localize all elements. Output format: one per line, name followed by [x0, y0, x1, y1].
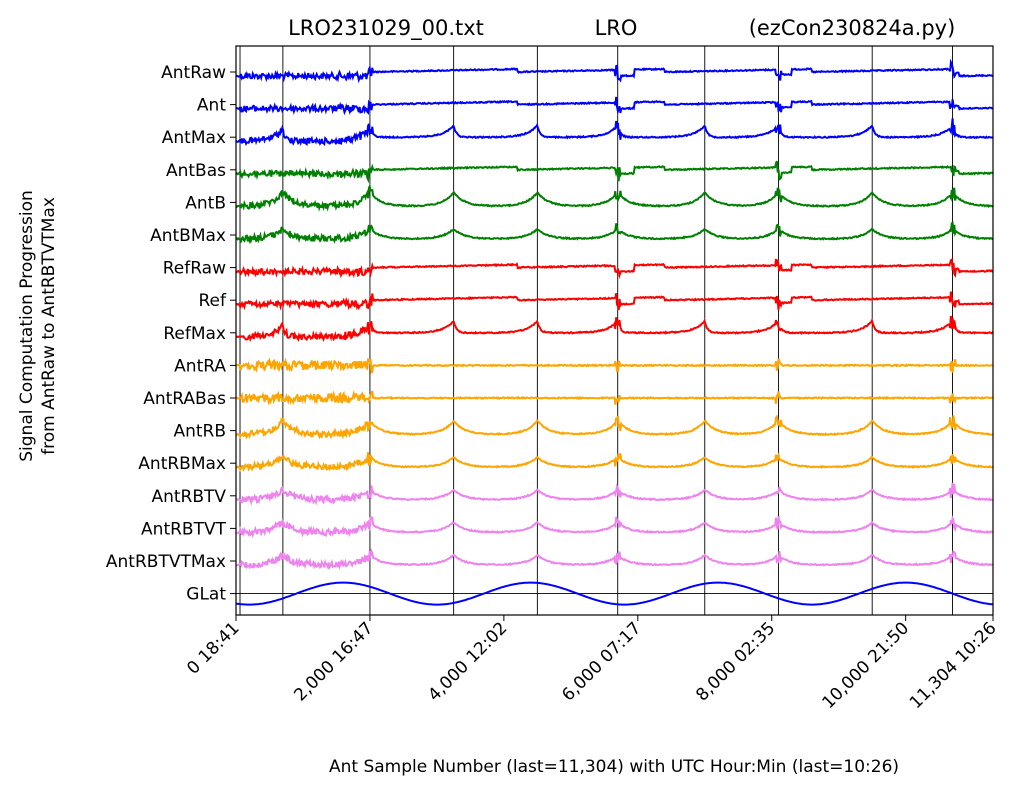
y-tick-label-AntMax: AntMax [162, 128, 226, 148]
series-line-AntRBTV [235, 482, 993, 506]
y-tick-label-RefMax: RefMax [163, 324, 226, 344]
series-line-RefMax [235, 315, 994, 343]
series-line-AntB [235, 183, 994, 212]
series-line-AntRB [235, 414, 994, 440]
y-tick-label-AntBMax: AntBMax [150, 226, 226, 246]
x-tick-label-3: 6,000 07:17 [558, 618, 645, 705]
y-tick-label-AntBas: AntBas [166, 161, 226, 181]
series-line-GLat [235, 581, 994, 606]
y-axis-label-line2: from AntRaw to AntRBTVTMax [39, 197, 59, 455]
chart-title-center: LRO [595, 16, 638, 40]
y-tick-label-RefRaw: RefRaw [163, 259, 226, 279]
series-line-AntRaw [235, 58, 994, 84]
series-line-Ant [235, 96, 994, 116]
series-line-AntRABas [235, 389, 994, 406]
y-tick-label-AntRABas: AntRABas [143, 389, 226, 409]
series-line-AntMax [235, 118, 994, 147]
y-tick-label-AntRBTV: AntRBTV [151, 487, 226, 507]
series-line-AntRBMax [235, 452, 994, 473]
y-tick-label-AntB: AntB [185, 193, 226, 213]
y-tick-label-AntRBTVTMax: AntRBTVTMax [106, 552, 226, 572]
x-axis-label: Ant Sample Number (last=11,304) with UTC… [329, 757, 899, 777]
x-tick-label-2: 4,000 12:02 [424, 618, 511, 705]
y-tick-label-AntRB: AntRB [173, 422, 226, 442]
y-tick-label-GLat: GLat [186, 585, 226, 605]
plot-area: AntRaw Ant AntMax AntBas AntB AntBMax RefRaw Re… [106, 45, 1001, 713]
x-tick-label-1: 2,000 16:47 [290, 618, 377, 705]
y-tick-label-AntRBMax: AntRBMax [138, 454, 226, 474]
y-tick-label-AntRaw: AntRaw [161, 63, 226, 83]
series-line-AntRBTVTMax [235, 547, 994, 571]
series-line-Ref [235, 291, 994, 311]
x-tick-label-5: 10,000 21:50 [819, 618, 914, 713]
x-tick-label-4: 8,000 02:35 [692, 618, 779, 705]
series-line-AntRBTVT [235, 514, 994, 539]
series-line-AntRA [235, 357, 994, 375]
chart-title-left: LRO231029_00.txt [288, 16, 484, 41]
x-tick-label-0: 0 18:41 [183, 618, 243, 678]
y-tick-label-Ref: Ref [199, 291, 228, 311]
series-line-AntBMax [235, 221, 994, 245]
y-tick-label-AntRA: AntRA [174, 356, 226, 376]
plot-frame [235, 45, 994, 616]
y-axis-label-line1: Signal Computation Progression [17, 190, 37, 462]
series-line-RefRaw [235, 257, 994, 280]
chart-title-right: (ezCon230824a.py) [749, 16, 956, 40]
y-tick-label-Ant: Ant [197, 96, 226, 116]
x-tick-label-6: 11,304 10:26 [906, 618, 1001, 713]
series-line-AntBas [235, 160, 994, 184]
y-tick-label-AntRBTVT: AntRBTVT [141, 519, 227, 539]
